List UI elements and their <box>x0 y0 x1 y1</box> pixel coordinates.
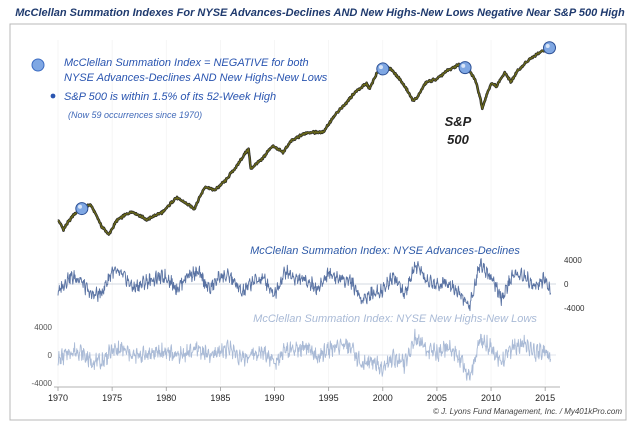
signal-marker-highlight-2 <box>378 65 383 70</box>
signal-marker-highlight-1 <box>78 204 83 209</box>
nhnl-ytick: 4000 <box>34 323 52 332</box>
ad-line <box>57 258 552 312</box>
plot-grid <box>57 40 546 385</box>
nhnl-ytick: 0 <box>48 351 53 360</box>
legend-bullet-icon <box>50 93 56 99</box>
ad-panel: 4000 0 -4000 <box>57 256 585 313</box>
nhnl-ytick: -4000 <box>32 379 53 388</box>
legend-line-2: NYSE Advances-Declines AND New Highs-New… <box>64 72 328 84</box>
legend-marker-icon <box>31 58 45 72</box>
signal-marker-4 <box>543 41 557 55</box>
x-axis-tick-label: 1975 <box>102 393 122 403</box>
legend-line-3: S&P 500 is within 1.5% of its 52-Week Hi… <box>64 91 276 103</box>
x-axis-tick-label: 1970 <box>48 393 68 403</box>
x-axis-tick-label: 1995 <box>319 393 339 403</box>
nhnl-line <box>57 328 552 381</box>
signal-marker-1 <box>75 202 89 216</box>
x-axis: 1970 1975 1980 1985 1990 1995 2000 2005 2010 2015 <box>48 386 560 403</box>
x-axis-tick-label: 2005 <box>427 393 447 403</box>
x-axis-tick-label: 1985 <box>210 393 230 403</box>
x-axis-tick-label: 1990 <box>265 393 285 403</box>
sp500-label-line2: 500 <box>447 132 469 147</box>
ad-ytick: 0 <box>564 280 569 289</box>
chart-title: McClellan Summation Indexes For NYSE Adv… <box>15 7 625 19</box>
x-axis-tick-label: 2010 <box>481 393 501 403</box>
signal-markers <box>75 41 557 216</box>
nhnl-panel-label: McClellan Summation Index: NYSE New High… <box>253 313 537 325</box>
signal-marker-3 <box>458 61 472 75</box>
nhnl-panel: 4000 0 -4000 <box>32 323 556 388</box>
signal-marker-2 <box>376 62 390 76</box>
ad-panel-label: McClellan Summation Index: NYSE Advances… <box>250 245 520 257</box>
ad-ytick: -4000 <box>564 304 585 313</box>
x-axis-tick-label: 2015 <box>535 393 555 403</box>
legend-line-1: McClellan Summation Index = NEGATIVE for… <box>64 57 309 69</box>
credit-text: © J. Lyons Fund Management, Inc. / My401… <box>433 407 622 416</box>
x-axis-tick-label: 2000 <box>373 393 393 403</box>
legend-note: (Now 59 occurrences since 1970) <box>68 110 202 120</box>
x-axis-tick-label: 1980 <box>156 393 176 403</box>
signal-marker-highlight-3 <box>461 63 466 68</box>
sp500-label-line1: S&P <box>445 114 472 129</box>
ad-ytick: 4000 <box>564 256 582 265</box>
signal-marker-highlight-4 <box>545 43 550 48</box>
